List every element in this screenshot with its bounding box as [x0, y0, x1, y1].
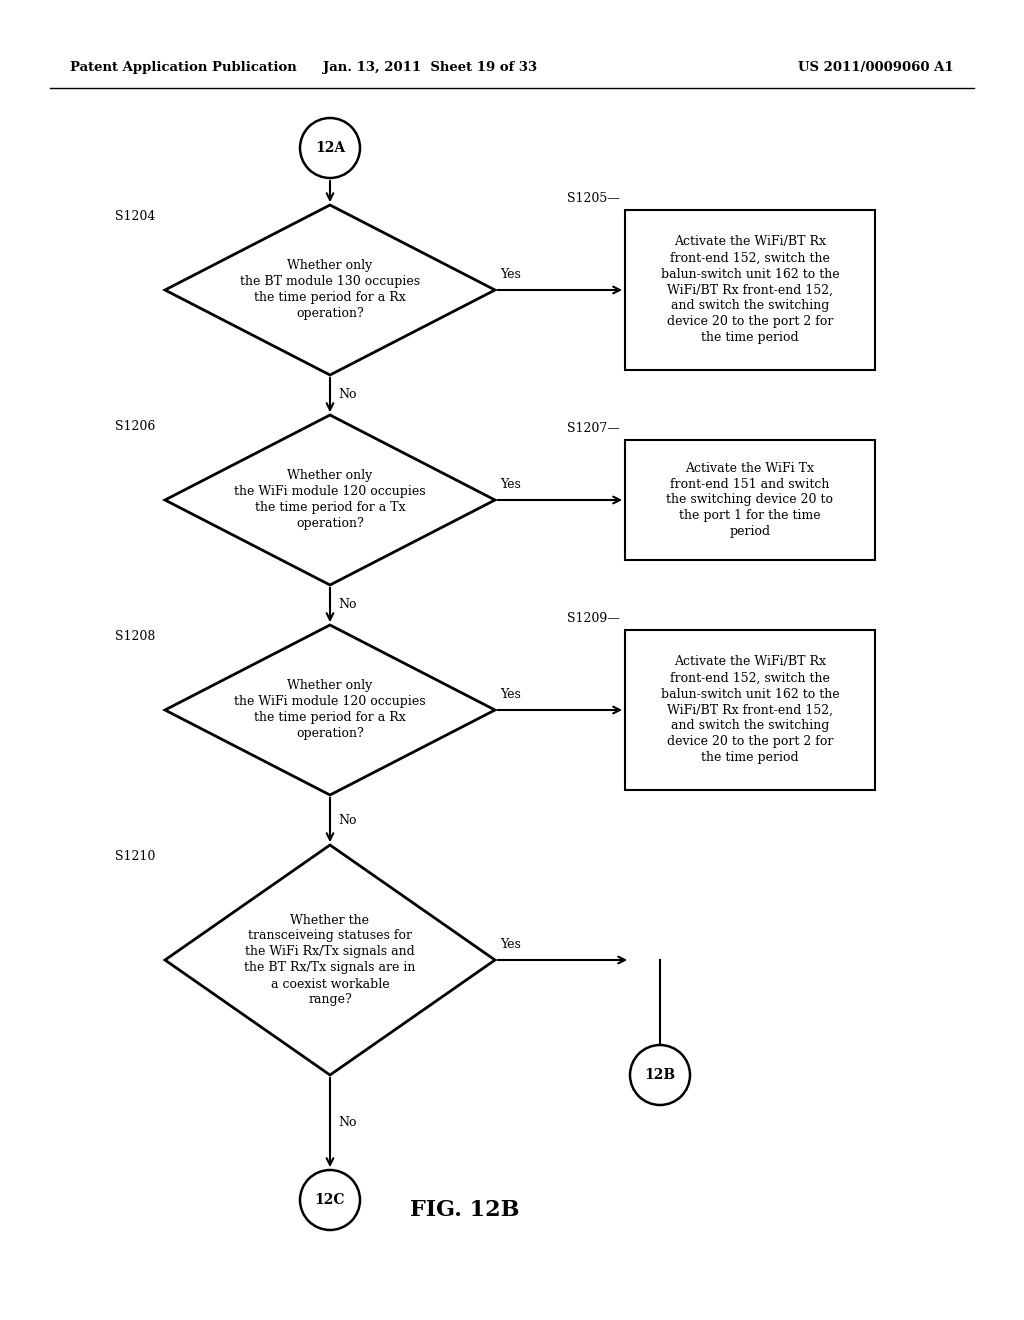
Text: Whether only
the WiFi module 120 occupies
the time period for a Tx
operation?: Whether only the WiFi module 120 occupie… [234, 470, 426, 531]
Text: Yes: Yes [500, 939, 521, 950]
Text: Whether only
the WiFi module 120 occupies
the time period for a Rx
operation?: Whether only the WiFi module 120 occupie… [234, 680, 426, 741]
Text: Activate the WiFi/BT Rx
front-end 152, switch the
balun-switch unit 162 to the
W: Activate the WiFi/BT Rx front-end 152, s… [660, 656, 840, 764]
Text: S1207—: S1207— [567, 422, 620, 436]
Text: No: No [338, 598, 356, 611]
Text: S1209—: S1209— [567, 612, 620, 624]
Text: 12C: 12C [314, 1193, 345, 1206]
Text: Activate the WiFi/BT Rx
front-end 152, switch the
balun-switch unit 162 to the
W: Activate the WiFi/BT Rx front-end 152, s… [660, 235, 840, 345]
Text: No: No [338, 813, 356, 826]
Text: No: No [338, 1115, 356, 1129]
Text: S1208: S1208 [115, 630, 155, 643]
Bar [625, 440, 874, 560]
Bar [625, 210, 874, 370]
Text: S1204: S1204 [115, 210, 155, 223]
Text: S1206: S1206 [115, 420, 155, 433]
Text: S1205—: S1205— [567, 191, 620, 205]
Text: Whether only
the BT module 130 occupies
the time period for a Rx
operation?: Whether only the BT module 130 occupies … [240, 260, 420, 321]
Text: Yes: Yes [500, 688, 521, 701]
Text: Yes: Yes [500, 268, 521, 281]
Bar [625, 630, 874, 789]
Text: US 2011/0009060 A1: US 2011/0009060 A1 [799, 62, 954, 74]
Text: Yes: Yes [500, 478, 521, 491]
Text: Jan. 13, 2011  Sheet 19 of 33: Jan. 13, 2011 Sheet 19 of 33 [323, 62, 537, 74]
Text: Patent Application Publication: Patent Application Publication [70, 62, 297, 74]
Text: 12B: 12B [644, 1068, 676, 1082]
Text: FIG. 12B: FIG. 12B [410, 1199, 519, 1221]
Text: Activate the WiFi Tx
front-end 151 and switch
the switching device 20 to
the por: Activate the WiFi Tx front-end 151 and s… [667, 462, 834, 539]
Text: S1210: S1210 [115, 850, 155, 863]
Text: Whether the
transceiveing statuses for
the WiFi Rx/Tx signals and
the BT Rx/Tx s: Whether the transceiveing statuses for t… [245, 913, 416, 1006]
Text: No: No [338, 388, 356, 401]
Text: 12A: 12A [315, 141, 345, 154]
